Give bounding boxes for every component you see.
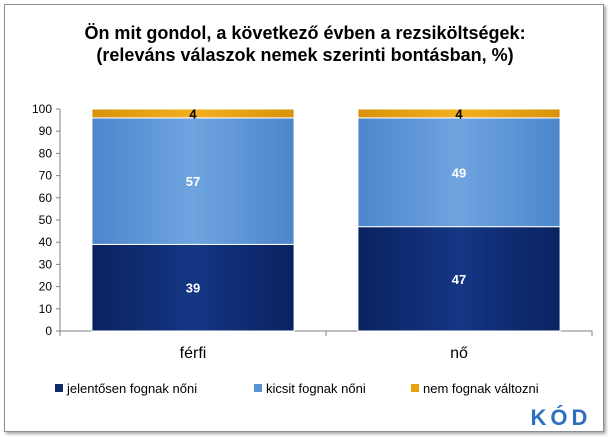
kod-logo: KÓD bbox=[531, 405, 592, 429]
data-label: 57 bbox=[186, 174, 200, 189]
data-label: 47 bbox=[452, 272, 466, 287]
bar-segment bbox=[91, 117, 295, 245]
legend-label: nem fognak változni bbox=[423, 381, 539, 396]
y-tick-label: 100 bbox=[32, 102, 52, 116]
y-tick-label: 80 bbox=[39, 146, 53, 160]
legend-swatch bbox=[55, 384, 63, 392]
legend-swatch bbox=[411, 384, 419, 392]
bars bbox=[91, 108, 561, 332]
y-tick-label: 30 bbox=[39, 257, 53, 271]
data-label: 4 bbox=[455, 106, 463, 121]
logo-text: KÓD bbox=[531, 405, 592, 429]
y-tick-label: 70 bbox=[39, 169, 53, 183]
y-tick-label: 60 bbox=[39, 191, 53, 205]
y-tick-label: 90 bbox=[39, 124, 53, 138]
data-label: 49 bbox=[452, 165, 466, 180]
legend-label: jelentősen fognak nőni bbox=[67, 381, 198, 396]
bar-segment bbox=[91, 243, 295, 332]
x-tick-label: nő bbox=[450, 345, 468, 362]
y-tick-label: 0 bbox=[45, 324, 52, 338]
legend-item-jelentosen: jelentősen fognak nőni bbox=[55, 381, 197, 396]
data-labels: 39 57 4 47 49 4 bbox=[186, 106, 466, 295]
x-tick-label: férfi bbox=[180, 345, 207, 362]
legend-item-kicsit: kicsit fognak nőni bbox=[254, 381, 366, 396]
legend: jelentősen fognak nőni kicsit fognak nőn… bbox=[0, 381, 610, 399]
legend-swatch bbox=[254, 384, 262, 392]
y-tick-label: 10 bbox=[39, 302, 53, 316]
legend-label: kicsit fognak nőni bbox=[266, 381, 366, 396]
chart-title-line-2: (releváns válaszok nemek szerinti bontás… bbox=[96, 45, 514, 65]
bar-segment bbox=[91, 108, 295, 119]
legend-item-nem-valtozni: nem fognak változni bbox=[411, 381, 539, 396]
data-label: 4 bbox=[189, 106, 197, 121]
y-tick-label: 50 bbox=[39, 213, 53, 227]
y-tick-label: 40 bbox=[39, 235, 53, 249]
bar-segment bbox=[357, 117, 561, 228]
chart-title: Ön mit gondol, a következő évben a rezsi… bbox=[0, 22, 610, 66]
y-tick-label: 20 bbox=[39, 280, 53, 294]
chart-title-line-1: Ön mit gondol, a következő évben a rezsi… bbox=[84, 23, 526, 43]
data-label: 39 bbox=[186, 281, 200, 296]
bar-segment bbox=[357, 226, 561, 332]
bar-segment bbox=[357, 108, 561, 119]
